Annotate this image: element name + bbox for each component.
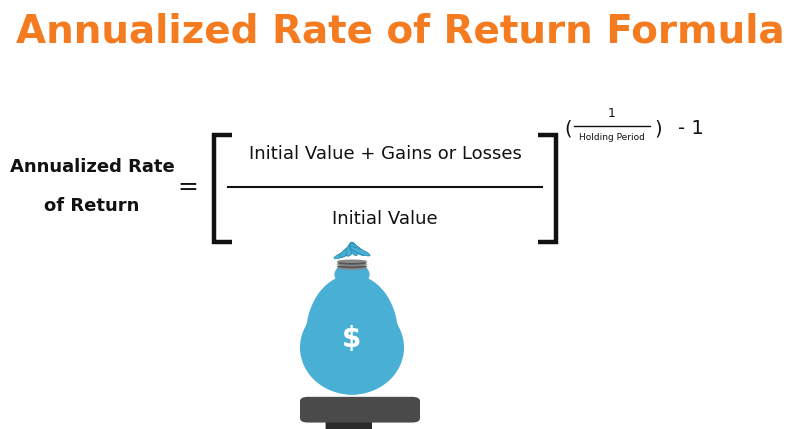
Text: of Return: of Return <box>44 197 140 215</box>
FancyBboxPatch shape <box>326 410 372 429</box>
Ellipse shape <box>300 300 404 395</box>
Text: Holding Period: Holding Period <box>579 133 645 142</box>
Text: $: $ <box>342 325 362 353</box>
Text: Annualized Rate of Return Formula: Annualized Rate of Return Formula <box>16 13 784 51</box>
Text: Annualized Rate: Annualized Rate <box>10 158 174 176</box>
Text: (: ( <box>564 119 571 138</box>
Ellipse shape <box>346 243 354 256</box>
Ellipse shape <box>337 260 367 263</box>
Ellipse shape <box>306 275 398 395</box>
Text: - 1: - 1 <box>678 119 704 138</box>
Ellipse shape <box>337 266 367 270</box>
Ellipse shape <box>350 247 370 256</box>
Ellipse shape <box>334 250 354 259</box>
Text: =: = <box>178 175 198 199</box>
Ellipse shape <box>310 398 414 421</box>
Text: 1: 1 <box>608 107 616 120</box>
Ellipse shape <box>337 263 367 266</box>
Ellipse shape <box>337 261 367 265</box>
Text: Initial Value: Initial Value <box>332 210 438 228</box>
FancyBboxPatch shape <box>300 397 420 423</box>
Text: Initial Value + Gains or Losses: Initial Value + Gains or Losses <box>249 145 522 163</box>
Text: ): ) <box>654 119 662 138</box>
Ellipse shape <box>350 243 364 256</box>
Ellipse shape <box>334 263 370 287</box>
Ellipse shape <box>340 245 354 257</box>
Ellipse shape <box>337 265 367 268</box>
Ellipse shape <box>350 242 358 256</box>
